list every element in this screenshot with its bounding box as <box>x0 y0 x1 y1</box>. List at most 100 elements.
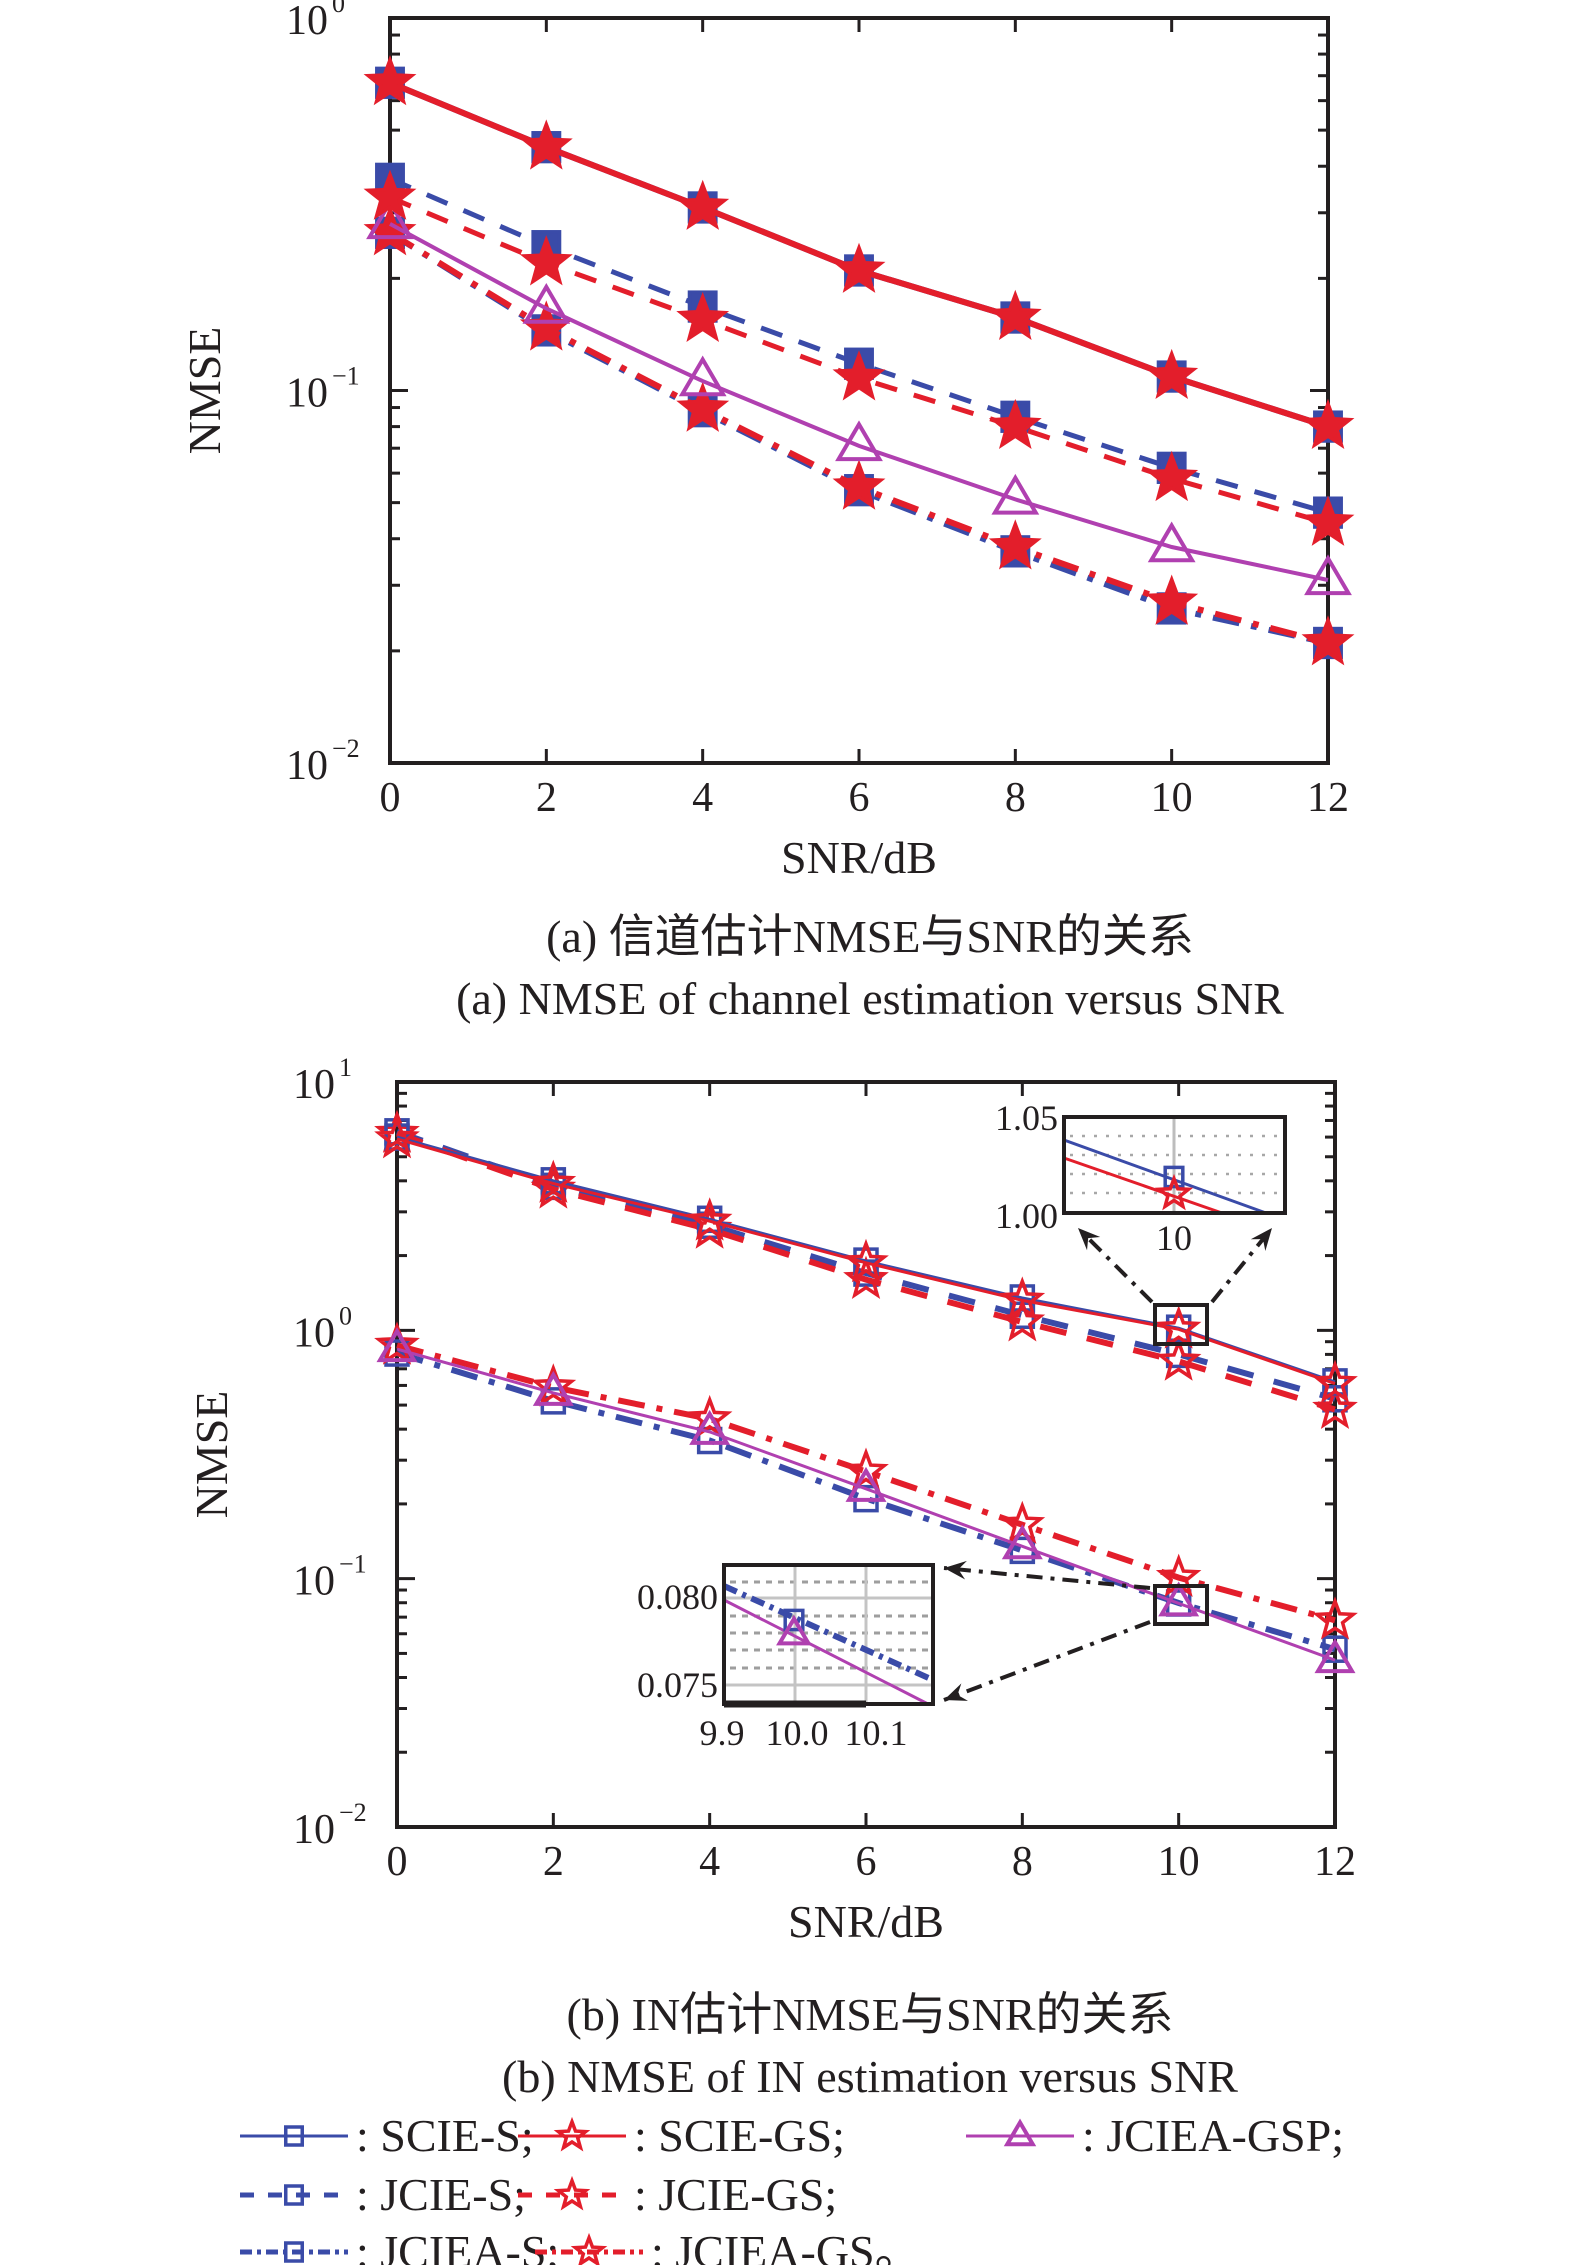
y-tick-exponent: −1 <box>339 1550 367 1579</box>
data-point-jciea-gs <box>999 1500 1046 1545</box>
legend-label: : JCIEA-GS。 <box>651 2226 921 2265</box>
x-tick-label: 12 <box>1307 775 1349 821</box>
data-point-jcie-gs <box>374 1109 420 1153</box>
data-point-scie-gs <box>843 1238 889 1283</box>
data-point-jcie-gs <box>999 1297 1046 1342</box>
inset-data-point-jciea-s <box>783 1608 805 1632</box>
inset-upper: 1.05 1.00 10 <box>995 1098 1287 1258</box>
data-point-jciea-gs <box>988 519 1042 570</box>
data-point-scie-gs <box>530 1159 577 1203</box>
y-tick-label: 10 <box>286 0 328 44</box>
legend-marker-star-icon <box>570 2232 608 2265</box>
legend-marker-star-icon <box>553 2116 591 2152</box>
series-line-jciea-gs <box>396 1342 1336 1624</box>
data-point-jciea-gs <box>686 1394 733 1439</box>
data-point-jciea-gsp <box>1147 521 1196 563</box>
inset-y-tick-label: 1.00 <box>995 1196 1058 1236</box>
series-line-jciea-s <box>388 230 1329 646</box>
data-point-jcie-gs <box>1301 495 1355 546</box>
arrow-head-icon <box>944 1683 968 1701</box>
legend-item-jciea-gsp: : JCIEA-GSP; <box>966 2110 1344 2161</box>
zoom-region-box <box>1153 1303 1209 1346</box>
inset-y-tick-label: 1.05 <box>995 1098 1058 1138</box>
y-tick-label: 10 <box>293 1559 335 1605</box>
y-tick-exponent: 0 <box>332 0 345 18</box>
inset-data-point-jciea-gsp <box>776 1614 812 1646</box>
x-tick-label: 6 <box>856 1839 877 1885</box>
callout-line <box>1210 1226 1274 1304</box>
caption-b-cn: (b) IN估计NMSE与SNR的关系 <box>567 1989 1174 2040</box>
legend-marker-square-icon <box>284 2241 304 2263</box>
caption-a-cn: (a) 信道估计NMSE与SNR的关系 <box>546 911 1194 962</box>
arrow-head-icon <box>1250 1228 1272 1252</box>
series-jcie-gs <box>374 1109 1358 1429</box>
legend-label: : SCIE-S; <box>356 2110 534 2161</box>
data-point-jciea-gsp <box>1304 554 1352 596</box>
x-tick-label: 0 <box>380 775 401 821</box>
data-point-jcie-gs <box>519 235 573 286</box>
legend-item-jciea-s: : JCIEA-S; <box>240 2226 559 2265</box>
data-point-scie-gs <box>1145 348 1199 400</box>
data-point-jcie-gs <box>1312 1385 1358 1429</box>
data-point-jciea-gs <box>1301 615 1355 666</box>
data-point-jciea-gsp <box>991 473 1040 515</box>
data-point-jcie-gs <box>843 1255 889 1300</box>
series-jciea-gs <box>363 204 1355 666</box>
series-line-jciea-gsp <box>389 222 1329 582</box>
series-scie-gs <box>374 1114 1358 1404</box>
x-axis-title: SNR/dB <box>788 1896 944 1947</box>
data-point-scie-gs <box>1301 398 1355 450</box>
data-point-jciea-gsp <box>1314 1638 1356 1674</box>
data-point-scie-gs <box>686 1197 733 1241</box>
y-tick-label: 10 <box>286 371 328 417</box>
x-tick-label: 12 <box>1314 1839 1356 1885</box>
x-tick-label: 10 <box>1158 1839 1200 1885</box>
data-point-scie-gs <box>363 54 417 106</box>
data-point-scie-gs <box>832 242 886 293</box>
inset-lower: 0.080 0.075 9.9 10.0 10.1 <box>637 1563 935 1753</box>
inset-series-line-jciea-gsp <box>723 1598 929 1706</box>
inset-series-line-jciea-s <box>722 1583 935 1683</box>
zoom-region-box <box>1153 1584 1209 1626</box>
y-tick-exponent: −1 <box>332 362 360 391</box>
series-jciea-gsp <box>376 1327 1356 1674</box>
legend-marker-star-icon <box>553 2175 591 2211</box>
legend-marker-square-icon <box>284 2125 304 2147</box>
legend-label: : JCIEA-S; <box>356 2226 559 2265</box>
data-point-jciea-gsp <box>522 282 571 324</box>
callout-line <box>943 1620 1151 1702</box>
inset-series-line-scie-gs <box>1063 1156 1223 1215</box>
x-tick-label: 8 <box>1005 775 1026 821</box>
inset-x-tick-label: 10 <box>1156 1218 1192 1258</box>
data-point-jcie-gs <box>363 169 417 220</box>
x-tick-label: 0 <box>387 1839 408 1885</box>
data-point-jcie-gs <box>1145 450 1199 502</box>
inset-x-tick-label: 9.9 <box>700 1713 745 1753</box>
series-jcie-gs <box>363 169 1355 546</box>
data-point-jcie-gs <box>676 291 730 343</box>
y-tick-exponent: −2 <box>339 1798 367 1827</box>
inset-data-point-scie-gs <box>1154 1173 1194 1211</box>
legend-item-jcie-gs: : JCIE-GS; <box>518 2169 837 2220</box>
data-point-jciea-gsp <box>678 355 727 397</box>
y-tick-exponent: 1 <box>339 1053 352 1082</box>
series-line-jcie-gs <box>395 1130 1336 1413</box>
inset-x-tick-label: 10.1 <box>845 1713 908 1753</box>
inset-x-tick-label: 10.0 <box>766 1713 829 1753</box>
data-point-scie-gs <box>1155 1305 1202 1349</box>
y-tick-label: 10 <box>286 743 328 789</box>
legend-marker-square-icon <box>284 2184 304 2206</box>
data-point-jciea-s <box>1322 1635 1348 1663</box>
data-point-jciea-gs <box>843 1447 889 1491</box>
data-point-jciea-gs <box>1145 574 1199 625</box>
x-tick-label: 6 <box>849 775 870 821</box>
data-point-jciea-gsp <box>376 1327 418 1363</box>
plot-frame <box>388 16 1330 765</box>
data-point-scie-gs <box>374 1114 420 1159</box>
arrow-head-icon <box>1078 1228 1101 1251</box>
callout-line <box>1076 1226 1154 1304</box>
y-tick-exponent: −2 <box>332 734 360 763</box>
legend-label: : SCIE-GS; <box>634 2110 845 2161</box>
